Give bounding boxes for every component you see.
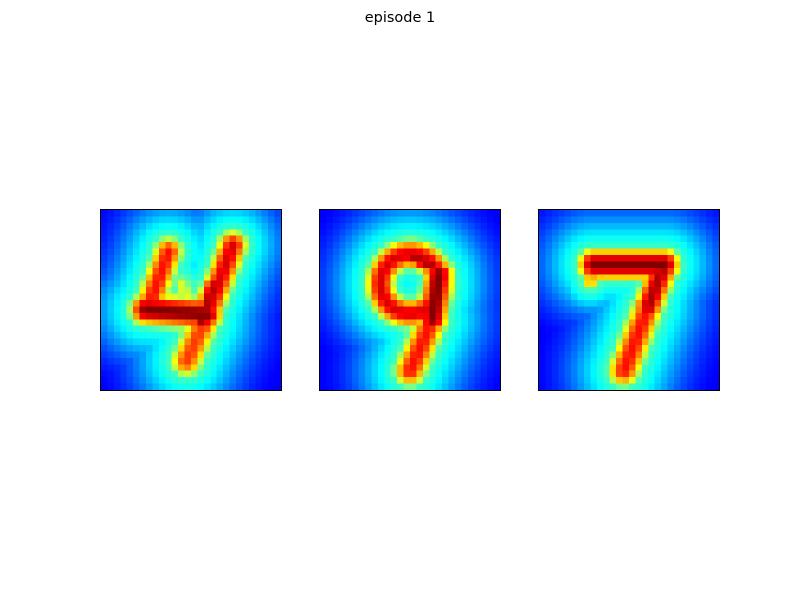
digit-9-heatmap: [319, 209, 501, 391]
heatmap-image: [101, 210, 281, 390]
digit-7-heatmap: [538, 209, 720, 391]
heatmap-image: [539, 210, 719, 390]
figure-title: episode 1: [364, 10, 436, 26]
digit-4-heatmap: [100, 209, 282, 391]
heatmap-image: [320, 210, 500, 390]
